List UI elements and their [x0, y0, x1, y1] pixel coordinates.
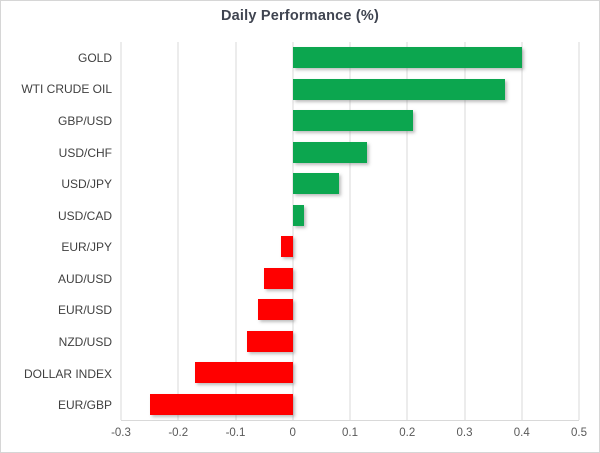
bar [292, 78, 505, 100]
x-tick-label: 0.4 [513, 427, 530, 439]
bar [292, 110, 413, 132]
gridline [406, 42, 408, 420]
category-label: NZD/USD [58, 334, 112, 349]
bar [246, 330, 293, 352]
gridline [177, 42, 179, 420]
category-label: DOLLAR INDEX [23, 366, 112, 381]
category-label: GBP/USD [57, 113, 112, 128]
bar [292, 141, 368, 163]
gridline [292, 42, 294, 420]
category-label: WTI CRUDE OIL [21, 82, 112, 97]
gridline [349, 42, 351, 420]
x-tick-label: 0.1 [342, 427, 358, 439]
x-tick-label: 0 [289, 427, 296, 439]
plot-area [120, 42, 580, 421]
bar [292, 47, 522, 69]
gridline [120, 42, 122, 420]
bar [149, 393, 293, 415]
x-axis-tick-labels: -0.3 -0.2 -0.1 0 0.1 0.2 0.3 0.4 0.5 [111, 427, 587, 443]
category-label: USD/JPY [61, 177, 112, 192]
x-tick-label: -0.1 [225, 427, 246, 439]
x-tick-label: -0.3 [111, 427, 131, 439]
gridline [235, 42, 236, 420]
x-tick-label: 0.2 [399, 427, 416, 439]
chart-title: Daily Performance (%) [220, 8, 380, 24]
gridline [464, 42, 465, 420]
x-tick-label: 0.5 [571, 427, 587, 439]
bar [195, 362, 293, 384]
bar [258, 299, 293, 321]
category-axis: GOLD WTI CRUDE OIL GBP/USD USD/CHF USD/JPY US… [1, 42, 112, 421]
bar [264, 267, 293, 289]
category-label: GOLD [77, 50, 112, 65]
x-tick-label: -0.2 [168, 427, 189, 439]
category-label: USD/CHF [58, 145, 112, 160]
gridline [578, 42, 580, 420]
bar [292, 173, 339, 195]
x-tick-label: 0.3 [456, 427, 473, 439]
bar [281, 236, 293, 258]
category-label: EUR/USD [57, 303, 112, 318]
gridline [521, 42, 523, 420]
bar [292, 204, 305, 226]
category-label: EUR/JPY [61, 240, 112, 255]
category-label: AUD/USD [57, 271, 112, 286]
category-label: EUR/GBP [57, 398, 112, 413]
category-label: USD/CAD [57, 208, 112, 223]
